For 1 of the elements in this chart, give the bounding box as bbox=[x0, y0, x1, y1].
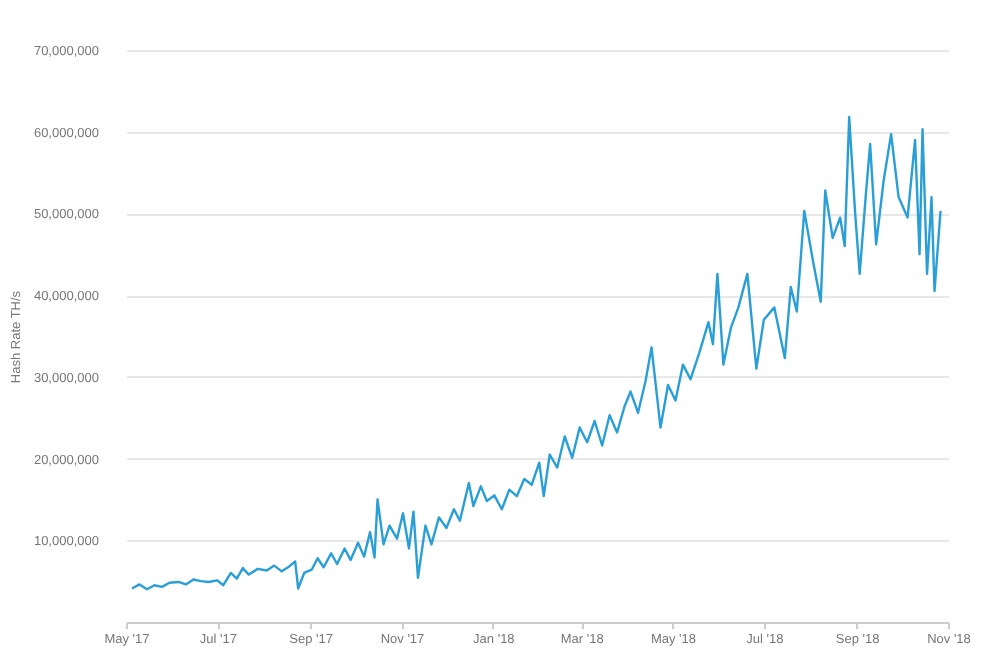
line-series bbox=[130, 115, 942, 591]
